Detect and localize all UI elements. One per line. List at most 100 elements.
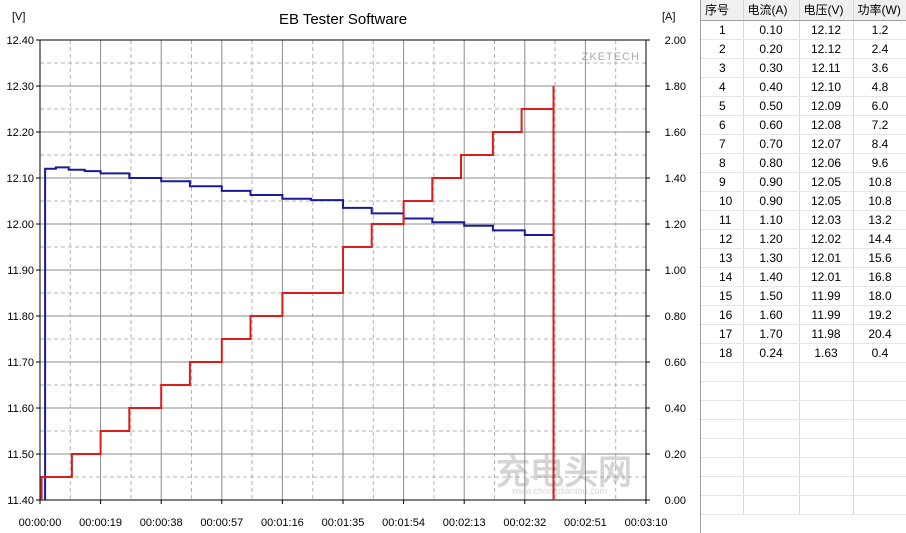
cell-power (853, 438, 906, 458)
table-row[interactable] (701, 476, 906, 496)
cell-power: 14.4 (853, 229, 906, 249)
table-row[interactable]: 1 0.10 12.12 1.2 (701, 20, 906, 40)
cell-power: 1.2 (853, 20, 906, 40)
cell-voltage: 1.63 (799, 343, 854, 363)
cell-index: 13 (701, 248, 744, 268)
x-tick-label: 00:00:00 (19, 517, 62, 529)
y-right-tick-label: 1.20 (665, 219, 686, 231)
data-table-panel: 序号 电流(A) 电压(V) 功率(W) 1 0.10 12.12 1.2 2 0.20 1… (700, 0, 906, 533)
cell-voltage (799, 457, 854, 477)
cell-current (743, 495, 800, 515)
cell-power (853, 419, 906, 439)
cell-power: 15.6 (853, 248, 906, 268)
y-left-tick-label: 12.30 (6, 81, 34, 93)
cell-current: 1.70 (743, 324, 800, 344)
table-row[interactable]: 4 0.40 12.10 4.8 (701, 77, 906, 97)
table-row[interactable] (701, 438, 906, 458)
header-index[interactable]: 序号 (701, 0, 744, 21)
cell-index: 14 (701, 267, 744, 287)
table-row[interactable]: 3 0.30 12.11 3.6 (701, 58, 906, 78)
cell-current: 0.24 (743, 343, 800, 363)
cell-current: 1.40 (743, 267, 800, 287)
cell-current (743, 476, 800, 496)
cell-voltage: 11.99 (799, 286, 854, 306)
cell-voltage: 12.11 (799, 58, 854, 78)
cell-index (701, 381, 744, 401)
header-current[interactable]: 电流(A) (743, 0, 800, 21)
cell-current: 1.50 (743, 286, 800, 306)
cell-voltage: 12.03 (799, 210, 854, 230)
x-tick-label: 00:02:13 (443, 517, 486, 529)
cell-power: 8.4 (853, 134, 906, 154)
cell-power: 4.8 (853, 77, 906, 97)
cell-voltage: 12.07 (799, 134, 854, 154)
y-left-tick-label: 11.70 (7, 357, 34, 369)
cell-index (701, 476, 744, 496)
cell-current: 0.30 (743, 58, 800, 78)
table-row[interactable] (701, 457, 906, 477)
table-row[interactable]: 9 0.90 12.05 10.8 (701, 172, 906, 192)
chart-watermark: 充电头网 www.chongdiantou.com (496, 454, 632, 496)
table-row[interactable] (701, 400, 906, 420)
cell-voltage: 11.99 (799, 305, 854, 325)
cell-index: 18 (701, 343, 744, 363)
cell-current (743, 381, 800, 401)
table-row[interactable]: 13 1.30 12.01 15.6 (701, 248, 906, 268)
table-row[interactable]: 8 0.80 12.06 9.6 (701, 153, 906, 173)
cell-voltage (799, 476, 854, 496)
voltage-series-line (44, 166, 555, 500)
table-row[interactable]: 16 1.60 11.99 19.2 (701, 305, 906, 325)
cell-voltage: 12.06 (799, 153, 854, 173)
y-left-tick-label: 11.50 (7, 449, 34, 461)
cell-current: 0.50 (743, 96, 800, 116)
table-row[interactable] (701, 419, 906, 439)
x-tick-label: 00:01:35 (322, 517, 365, 529)
cell-index (701, 438, 744, 458)
table-row[interactable]: 2 0.20 12.12 2.4 (701, 39, 906, 59)
cell-power (853, 495, 906, 515)
cell-current: 0.90 (743, 191, 800, 211)
table-row[interactable]: 17 1.70 11.98 20.4 (701, 324, 906, 344)
table-row[interactable]: 12 1.20 12.02 14.4 (701, 229, 906, 249)
cell-voltage (799, 419, 854, 439)
x-tick-label: 00:01:54 (382, 517, 425, 529)
table-row[interactable]: 15 1.50 11.99 18.0 (701, 286, 906, 306)
table-row[interactable]: 5 0.50 12.09 6.0 (701, 96, 906, 116)
data-table: 序号 电流(A) 电压(V) 功率(W) 1 0.10 12.12 1.2 2 0.20 1… (701, 0, 906, 515)
x-tick-label: 00:00:57 (200, 517, 243, 529)
table-row[interactable] (701, 495, 906, 515)
table-row[interactable]: 6 0.60 12.08 7.2 (701, 115, 906, 135)
y-left-tick-label: 12.20 (6, 127, 34, 139)
y-right-tick-label: 0.80 (665, 311, 686, 323)
cell-current: 1.60 (743, 305, 800, 325)
header-power[interactable]: 功率(W) (853, 0, 906, 21)
cell-power: 3.6 (853, 58, 906, 78)
cell-voltage: 12.10 (799, 77, 854, 97)
table-row[interactable] (701, 362, 906, 382)
y-right-tick-label: 0.60 (665, 357, 686, 369)
x-tick-label: 00:03:10 (625, 517, 668, 529)
cell-index: 15 (701, 286, 744, 306)
header-voltage[interactable]: 电压(V) (799, 0, 854, 21)
table-row[interactable]: 14 1.40 12.01 16.8 (701, 267, 906, 287)
cell-index: 11 (701, 210, 744, 230)
cell-power: 18.0 (853, 286, 906, 306)
table-row[interactable]: 11 1.10 12.03 13.2 (701, 210, 906, 230)
table-row[interactable]: 7 0.70 12.07 8.4 (701, 134, 906, 154)
cell-power (853, 381, 906, 401)
cell-voltage: 12.12 (799, 39, 854, 59)
y-right-tick-label: 2.00 (665, 35, 686, 47)
x-tick-label: 00:00:38 (140, 517, 183, 529)
y-left-unit: [V] (12, 11, 25, 23)
cell-power (853, 476, 906, 496)
cell-voltage (799, 381, 854, 401)
current-series-line (40, 86, 555, 500)
cell-current (743, 419, 800, 439)
table-row[interactable] (701, 381, 906, 401)
y-left-tick-label: 11.60 (7, 403, 34, 415)
cell-current (743, 457, 800, 477)
x-tick-label: 00:02:32 (503, 517, 546, 529)
table-row[interactable]: 10 0.90 12.05 10.8 (701, 191, 906, 211)
chart-svg: 充电头网 www.chongdiantou.com 00:00:00 00:00:… (6, 11, 686, 529)
table-row[interactable]: 18 0.24 1.63 0.4 (701, 343, 906, 363)
